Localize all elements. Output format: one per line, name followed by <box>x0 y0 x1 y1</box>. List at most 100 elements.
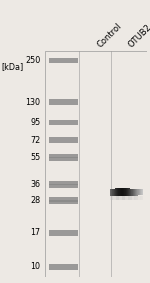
Bar <box>110 189 111 196</box>
Bar <box>116 196 117 200</box>
Bar <box>117 188 118 196</box>
Bar <box>140 196 141 200</box>
Bar <box>127 196 128 200</box>
Bar <box>127 188 128 196</box>
Bar <box>138 196 139 200</box>
Bar <box>49 230 78 236</box>
Bar <box>49 200 78 204</box>
Bar <box>136 196 137 200</box>
Bar <box>111 189 112 196</box>
Bar <box>117 196 118 200</box>
Bar <box>116 188 117 196</box>
Bar <box>131 196 132 200</box>
Bar <box>49 137 78 143</box>
Bar <box>113 196 114 200</box>
Bar <box>49 154 78 158</box>
Bar <box>132 196 133 200</box>
Bar <box>135 196 136 200</box>
Bar <box>49 181 78 185</box>
Bar <box>133 196 134 200</box>
Bar <box>114 188 115 196</box>
Bar <box>129 196 130 200</box>
Bar <box>111 196 112 200</box>
Text: Control: Control <box>96 22 124 50</box>
Bar <box>116 196 117 200</box>
Text: 17: 17 <box>30 228 40 237</box>
Bar <box>113 188 114 196</box>
Bar <box>124 196 125 200</box>
Bar <box>142 189 143 195</box>
Bar <box>134 196 135 200</box>
Bar <box>136 196 137 200</box>
Bar <box>127 188 128 196</box>
Bar <box>120 188 121 196</box>
Bar <box>130 196 131 200</box>
Bar <box>115 188 116 196</box>
Bar <box>118 196 119 200</box>
Bar <box>115 196 116 200</box>
Bar <box>49 198 78 201</box>
Bar <box>130 188 131 196</box>
Bar <box>121 188 122 196</box>
Bar <box>137 196 138 200</box>
Bar <box>140 189 141 195</box>
Bar <box>125 196 126 200</box>
Bar <box>119 188 120 196</box>
Bar <box>131 189 132 196</box>
Bar <box>142 196 143 200</box>
Bar <box>122 196 123 200</box>
Bar <box>139 196 140 200</box>
Bar <box>123 188 124 196</box>
Bar <box>135 189 136 196</box>
Bar <box>125 188 126 196</box>
Bar <box>118 196 119 200</box>
Bar <box>141 189 142 195</box>
Bar <box>112 189 113 196</box>
Bar <box>120 196 121 200</box>
Bar <box>141 189 142 195</box>
Text: 28: 28 <box>30 196 40 205</box>
Text: 130: 130 <box>26 98 40 107</box>
Bar <box>133 189 134 196</box>
Bar <box>128 188 129 196</box>
Bar <box>122 188 123 196</box>
Bar <box>142 196 143 200</box>
Bar <box>112 196 113 200</box>
Bar <box>117 196 118 200</box>
Bar <box>136 189 137 196</box>
Bar <box>129 188 130 196</box>
Bar <box>140 196 141 200</box>
Bar <box>142 190 143 195</box>
Bar <box>133 189 134 196</box>
Bar <box>122 196 123 200</box>
Text: 95: 95 <box>30 118 40 127</box>
Bar <box>134 189 135 196</box>
Bar <box>135 189 136 196</box>
Text: OTUB2: OTUB2 <box>127 23 150 50</box>
Bar <box>49 157 78 161</box>
Bar <box>128 196 129 200</box>
Text: [kDa]: [kDa] <box>2 62 24 71</box>
Bar <box>116 188 117 196</box>
Bar <box>134 189 135 196</box>
Bar <box>141 196 142 200</box>
Text: 36: 36 <box>30 180 40 189</box>
Bar <box>133 196 134 200</box>
Bar <box>119 196 120 200</box>
Bar <box>128 188 129 196</box>
Bar <box>130 188 131 196</box>
Bar <box>122 188 123 196</box>
Bar <box>129 188 130 196</box>
Text: 250: 250 <box>25 56 40 65</box>
Bar <box>117 188 118 196</box>
Bar <box>49 99 78 105</box>
Bar <box>124 188 125 196</box>
Bar <box>110 196 111 200</box>
Bar <box>124 196 125 200</box>
Bar <box>115 196 116 200</box>
Bar <box>111 189 112 196</box>
Bar <box>140 189 141 195</box>
Bar <box>49 119 78 125</box>
Bar <box>123 188 124 196</box>
Bar <box>112 189 113 196</box>
